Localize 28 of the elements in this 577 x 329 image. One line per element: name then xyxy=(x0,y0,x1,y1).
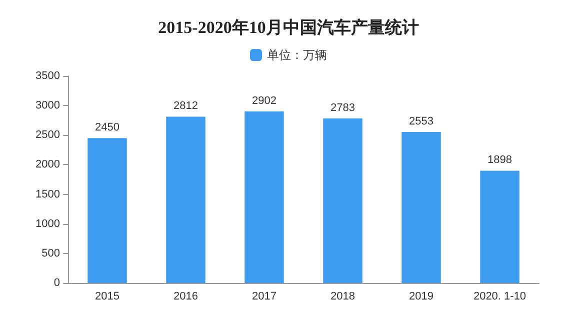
bar xyxy=(402,132,441,283)
y-tick-label: 3000 xyxy=(36,100,60,112)
y-tick-label: 3500 xyxy=(36,70,60,82)
bar xyxy=(166,116,206,283)
y-tick-label: 1500 xyxy=(36,188,60,200)
data-label: 2812 xyxy=(174,100,198,112)
legend-label: 单位：万辆 xyxy=(267,48,327,62)
data-label: 2783 xyxy=(330,102,355,114)
bar xyxy=(244,111,284,283)
y-tick-label: 500 xyxy=(42,247,60,260)
y-tick-label: 1000 xyxy=(36,218,60,230)
y-tick-label: 2500 xyxy=(36,129,60,142)
bar xyxy=(88,138,127,283)
x-tick-label: 2017 xyxy=(252,290,276,302)
chart-title: 2015-2020年10月中国汽车产量统计 xyxy=(158,18,419,37)
x-tick-label: 2016 xyxy=(174,290,198,302)
x-tick-label: 2018 xyxy=(330,290,355,302)
bar xyxy=(323,118,362,283)
y-tick-label: 0 xyxy=(54,277,60,289)
data-label: 1898 xyxy=(488,154,512,166)
x-tick-label: 2015 xyxy=(95,290,120,302)
data-label: 2450 xyxy=(95,122,120,134)
x-tick-label: 2019 xyxy=(409,290,434,302)
data-label: 2553 xyxy=(409,116,434,128)
data-label: 2902 xyxy=(252,94,276,107)
y-tick-label: 2000 xyxy=(36,158,60,171)
bar xyxy=(480,170,520,283)
x-tick-label: 2020. 1-10 xyxy=(473,290,526,302)
